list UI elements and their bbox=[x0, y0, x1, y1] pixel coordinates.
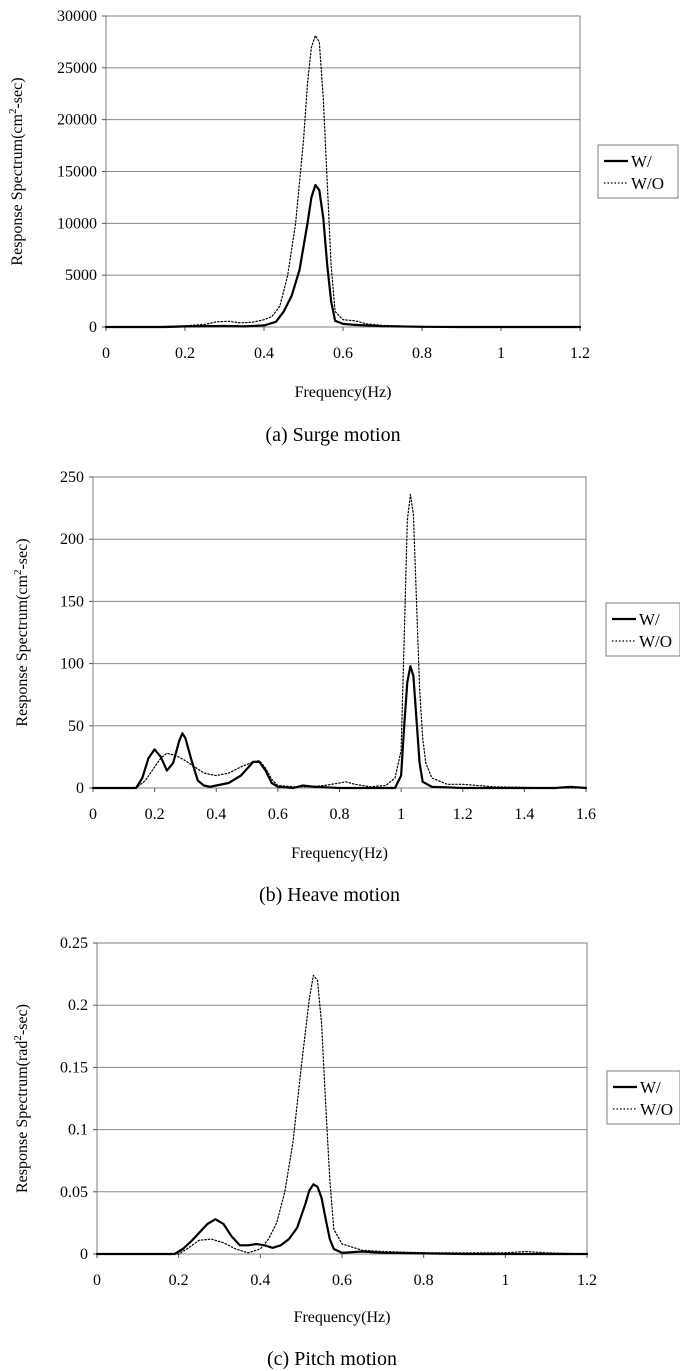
plot-area-frame bbox=[96, 942, 588, 1255]
legend: W/W/O bbox=[606, 1070, 680, 1125]
x-tick-label: 0.4 bbox=[250, 1272, 270, 1289]
x-tick-label: 0 bbox=[89, 806, 97, 823]
x-tick-label: 1 bbox=[501, 1272, 509, 1289]
y-tick-label: 0.05 bbox=[60, 1184, 88, 1201]
legend-label: W/O bbox=[640, 1100, 673, 1119]
x-axis-title: Frequency(Hz) bbox=[291, 845, 388, 862]
legend-box bbox=[605, 602, 680, 657]
y-tick-label: 10000 bbox=[57, 215, 97, 232]
chart-caption: (b) Heave motion bbox=[259, 884, 400, 906]
x-tick-label: 0 bbox=[93, 1272, 101, 1289]
y-axis-title: Response Spectrum(cm2-sec) bbox=[7, 77, 26, 265]
plot-area-frame bbox=[92, 476, 587, 789]
x-tick-label: 0.8 bbox=[330, 806, 350, 823]
y-tick-label: 150 bbox=[60, 593, 84, 610]
y-tick-label: 0 bbox=[80, 1246, 88, 1263]
x-axis-title: Frequency(Hz) bbox=[295, 384, 392, 401]
x-tick-label: 0.6 bbox=[333, 345, 353, 362]
y-tick-label: 0.2 bbox=[68, 997, 88, 1014]
legend-label: W/O bbox=[631, 174, 664, 193]
y-tick-label: 50 bbox=[68, 718, 84, 735]
x-tick-label: 1.2 bbox=[570, 345, 590, 362]
y-tick-label: 15000 bbox=[57, 164, 97, 181]
x-tick-label: 0.2 bbox=[175, 345, 195, 362]
x-tick-label: 0.8 bbox=[414, 1272, 434, 1289]
y-tick-label: 0.15 bbox=[60, 1059, 88, 1076]
y-tick-label: 30000 bbox=[57, 8, 97, 25]
y-tick-label: 0.25 bbox=[60, 935, 88, 952]
y-axis-title: Response Spectrum(cm2-sec) bbox=[12, 538, 31, 726]
series-line-w bbox=[104, 183, 582, 329]
x-tick-label: 1.4 bbox=[514, 806, 534, 823]
chart-surge: 0 5000 10000 15000 20000 25000 30000 0 0.2 0.4 0.6… bbox=[7, 8, 679, 446]
x-tick-label: 1 bbox=[497, 345, 505, 362]
chart-heave: 0 50 100 150 200 250 0 0.2 0.4 0.6 0.8 1 1.2 1.4 1.6 Fr… bbox=[12, 469, 680, 906]
y-axis-title: Response Spectrum(rad2-sec) bbox=[12, 1004, 31, 1193]
legend: W/W/O bbox=[597, 144, 679, 199]
y-tick-label: 0 bbox=[89, 319, 97, 336]
y-tick-label: 250 bbox=[60, 469, 84, 486]
series-line-w bbox=[91, 665, 588, 790]
x-tick-label: 0.8 bbox=[412, 345, 432, 362]
chart-caption: (c) Pitch motion bbox=[267, 1348, 397, 1370]
y-tick-label: 100 bbox=[60, 656, 84, 673]
x-tick-label: 1.6 bbox=[576, 806, 596, 823]
legend-label: W/ bbox=[639, 610, 660, 629]
x-tick-label: 0.2 bbox=[145, 806, 165, 823]
y-tick-label: 25000 bbox=[57, 60, 97, 77]
series-line-w bbox=[95, 1183, 589, 1256]
y-tick-label: 5000 bbox=[65, 267, 97, 284]
x-tick-label: 1.2 bbox=[577, 1272, 597, 1289]
x-tick-label: 1.2 bbox=[453, 806, 473, 823]
chart-caption: (a) Surge motion bbox=[265, 424, 400, 446]
chart-pitch: 0 0.05 0.1 0.15 0.2 0.25 0 0.2 0.4 0.6 0.8 1 1.2 Freq… bbox=[12, 935, 680, 1370]
y-tick-label: 200 bbox=[60, 531, 84, 548]
legend-box bbox=[597, 144, 679, 199]
legend-label: W/ bbox=[640, 1078, 661, 1097]
legend-label: W/O bbox=[639, 632, 672, 651]
legend-box bbox=[606, 1070, 680, 1125]
x-tick-label: 0.6 bbox=[332, 1272, 352, 1289]
series-line-w-o bbox=[92, 493, 587, 789]
y-tick-label: 20000 bbox=[57, 112, 97, 129]
legend-label: W/ bbox=[631, 152, 652, 171]
series-line-w-o bbox=[105, 35, 581, 328]
y-tick-label: 0 bbox=[76, 780, 84, 797]
x-tick-label: 0.2 bbox=[169, 1272, 189, 1289]
series-line-w-o bbox=[96, 974, 588, 1255]
x-tick-label: 0.6 bbox=[268, 806, 288, 823]
x-tick-label: 1 bbox=[397, 806, 405, 823]
x-axis-title: Frequency(Hz) bbox=[294, 1309, 391, 1326]
x-tick-label: 0.4 bbox=[206, 806, 226, 823]
x-tick-label: 0.4 bbox=[254, 345, 274, 362]
legend: W/W/O bbox=[605, 602, 680, 657]
x-tick-label: 0 bbox=[102, 345, 110, 362]
y-tick-label: 0.1 bbox=[68, 1122, 88, 1139]
